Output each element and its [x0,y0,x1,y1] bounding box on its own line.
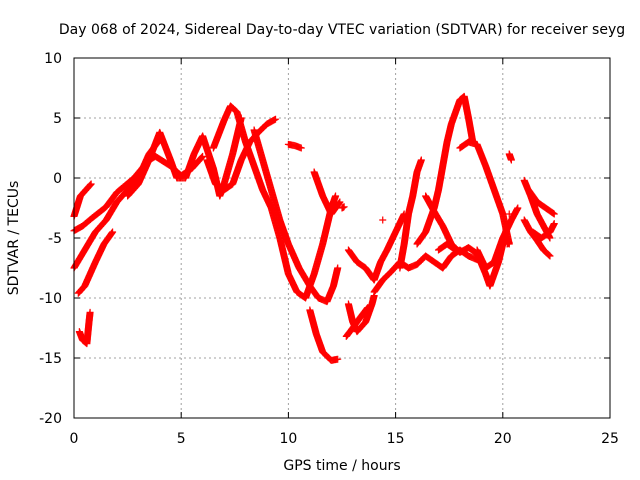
data-point [86,308,94,316]
y-tick-label: -5 [48,231,62,247]
y-tick-label: 10 [44,51,62,67]
data-point [546,234,554,242]
data-point [417,156,425,164]
data-point [507,156,515,164]
data-point [332,192,340,200]
data-point [109,228,117,236]
data-point [87,181,95,189]
x-tick-label: 5 [177,431,186,447]
data-point [505,239,513,247]
data-point [546,252,554,260]
data-point [452,246,460,254]
x-tick-label: 20 [494,431,512,447]
x-tick-label: 10 [279,431,297,447]
x-axis-label: GPS time / hours [283,458,400,474]
x-tick-label: 25 [601,431,619,447]
data-point [297,144,305,152]
y-tick-label: -15 [39,351,62,367]
data-point [514,204,522,212]
data-point [545,251,553,259]
data-point [505,210,513,218]
y-tick-label: -10 [39,291,62,307]
data-marks [70,92,558,364]
data-point [545,251,553,259]
data-point [550,210,558,218]
data-point [364,304,372,312]
y-tick-label: 5 [53,111,62,127]
data-point [334,355,342,363]
data-point [550,220,558,228]
data-point [86,181,94,189]
axis-ticks: 0 5 10 15 20 25 -20 -15 -10 -5 0 5 10 [39,51,619,447]
data-point [340,203,348,211]
data-point [334,264,342,272]
x-tick-label: 0 [70,431,79,447]
y-tick-label: 0 [53,171,62,187]
y-axis-label: SDTVAR / TECUs [6,181,22,296]
data-point [379,216,387,224]
x-tick-label: 15 [387,431,405,447]
y-tick-label: -20 [39,411,62,427]
data-point [197,154,205,162]
data-point [199,152,207,160]
grid [74,58,610,418]
data-point [87,180,95,188]
data-point [272,115,280,123]
data-point [336,198,344,206]
data-point [198,153,206,161]
chart-title: Day 068 of 2024, Sidereal Day-to-day VTE… [59,22,625,38]
